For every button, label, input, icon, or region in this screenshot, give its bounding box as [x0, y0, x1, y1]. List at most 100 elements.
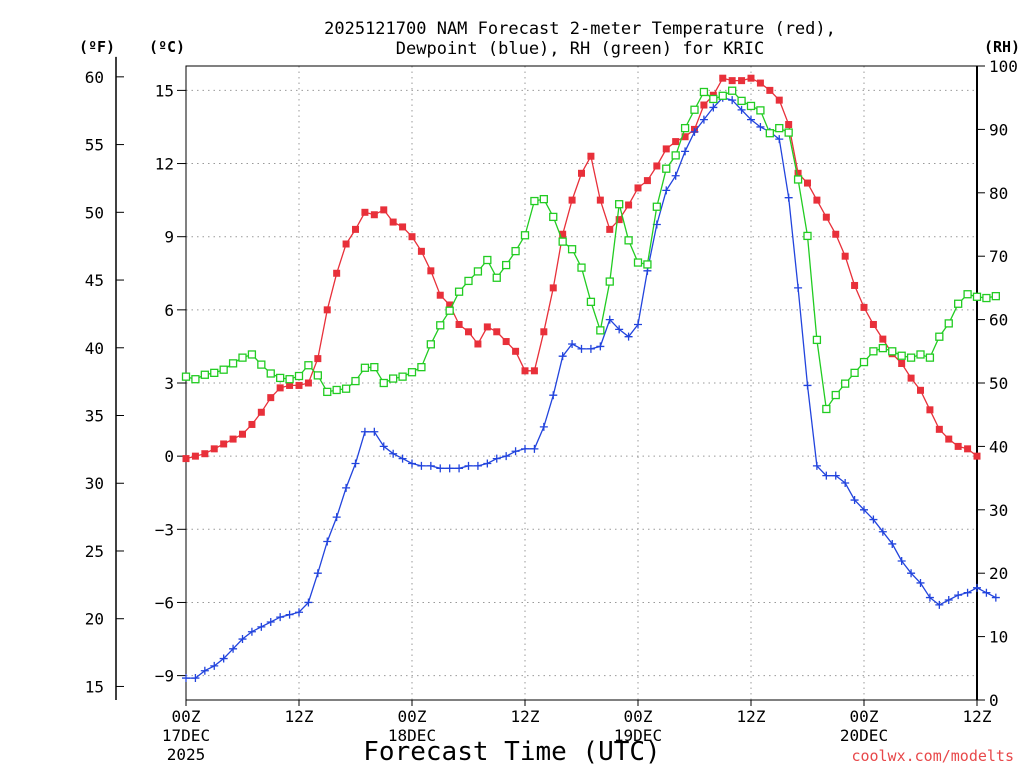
rh-tick-label: 60 [989, 311, 1008, 330]
2-meter-temperature-point [483, 323, 491, 331]
2-meter-temperature-point [465, 328, 472, 336]
dewpoint-point [295, 608, 303, 617]
2-meter-temperature-point [361, 208, 369, 216]
rh-unit-label: (RH) [984, 38, 1020, 56]
2-meter-temperature-point [851, 281, 859, 289]
2-meter-temperature-point [521, 367, 529, 375]
dewpoint-point [473, 461, 482, 470]
2-meter-temperature-point [427, 267, 435, 275]
dewpoint-point [200, 666, 209, 675]
rh-point [605, 277, 614, 286]
2-meter-temperature-point [879, 335, 887, 343]
rh-point [285, 375, 294, 384]
rh-point [567, 245, 577, 254]
2-meter-temperature-point [587, 152, 595, 160]
rh-tick-label: 80 [989, 184, 1008, 203]
2-meter-temperature-point [596, 196, 604, 204]
rh-tick-label: 10 [989, 628, 1008, 647]
fahrenheit-tick-label: 45 [85, 271, 104, 290]
dewpoint-point [963, 588, 972, 597]
2-meter-temperature-point [606, 225, 614, 233]
dewpoint-point [577, 344, 586, 353]
2-meter-temperature-point [785, 121, 793, 129]
fahrenheit-tick-label: 55 [85, 136, 104, 155]
dewpoint-point [850, 496, 859, 505]
2-meter-temperature-point [455, 320, 463, 328]
celsius-unit-label: (ºC) [149, 38, 185, 56]
dewpoint-point [549, 391, 558, 400]
rh-point [370, 362, 379, 372]
2-meter-temperature-point [935, 425, 943, 433]
rh-tick-label: 0 [989, 691, 999, 710]
rh-point [935, 332, 944, 341]
rh-point [445, 306, 454, 315]
rh-point [718, 91, 727, 100]
rh-point [492, 273, 501, 282]
rh-point [643, 260, 652, 269]
rh-point [228, 359, 238, 368]
rh-point [878, 343, 887, 353]
dewpoint-point [332, 513, 341, 522]
rh-point [841, 379, 850, 388]
rh-point [916, 350, 925, 359]
rh-point [530, 196, 539, 206]
2-meter-temperature-point [257, 408, 265, 416]
2-meter-temperature-point [578, 169, 585, 177]
rh-tick-label: 30 [989, 501, 1008, 520]
dewpoint-point [492, 454, 501, 463]
rh-point [633, 258, 643, 267]
celsius-tick-label: 3 [164, 374, 174, 393]
rh-point [247, 350, 257, 359]
dewpoint-point [615, 325, 624, 334]
x-tick-label: 00Z [850, 707, 879, 726]
2-meter-temperature-point [804, 179, 811, 187]
dewpoint-point [238, 635, 247, 644]
dewpoint-point [379, 442, 388, 451]
celsius-tick-label: 0 [164, 447, 174, 466]
2-meter-temperature-point [220, 440, 228, 448]
2-meter-temperature-point [417, 247, 425, 255]
rh-point [426, 340, 435, 349]
grid-lines [186, 66, 977, 700]
rh-point [662, 164, 671, 173]
dewpoint-point [521, 444, 529, 453]
rh-point [473, 267, 483, 276]
rh-point [181, 372, 191, 381]
dewpoint-point [671, 171, 680, 180]
rh-point [775, 123, 784, 133]
rh-point [652, 202, 661, 211]
2-meter-temperature-point [474, 340, 482, 348]
dewpoint-point [247, 627, 256, 636]
dewpoint-point [907, 569, 916, 578]
rh-point [389, 374, 398, 383]
2-meter-temperature-point [907, 374, 915, 382]
2-meter-temperature-point [191, 452, 199, 460]
dewpoint-point [916, 578, 925, 587]
rh-point [360, 363, 370, 372]
dewpoint-point [191, 674, 200, 683]
2-meter-temperature-point [634, 184, 642, 192]
dewpoint-point [323, 537, 332, 546]
2-meter-temperature-point [738, 77, 746, 85]
dewpoint-point [784, 193, 793, 202]
rh-point [398, 372, 407, 381]
rh-point [436, 321, 445, 330]
2-meter-temperature-point [399, 223, 407, 231]
rh-point [793, 175, 803, 184]
dewpoint-point [370, 427, 379, 436]
2-meter-temperature-point [530, 367, 538, 375]
fahrenheit-tick-label: 40 [85, 339, 104, 358]
2-meter-temperature-point [898, 359, 906, 367]
rh-series [181, 86, 1000, 414]
celsius-tick-label: 12 [155, 155, 174, 174]
rh-point [869, 347, 878, 356]
dewpoint-point [219, 654, 228, 663]
rh-point [219, 365, 228, 374]
rh-point [323, 387, 332, 397]
2-meter-temperature-point [352, 225, 359, 233]
dewpoint-point [935, 600, 944, 609]
dewpoint-point [210, 661, 219, 670]
dewpoint-point [728, 96, 737, 105]
2-meter-temperature-point [239, 430, 246, 438]
